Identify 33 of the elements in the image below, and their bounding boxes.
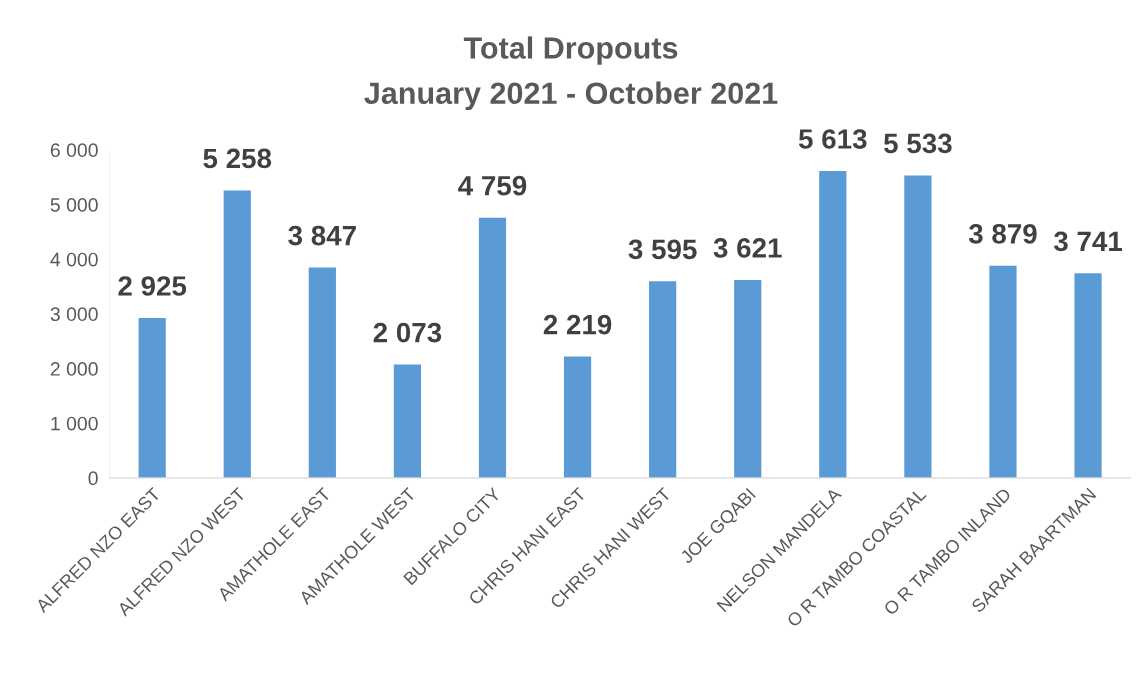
- y-tick-label: 1 000: [51, 416, 98, 431]
- bar: [649, 281, 677, 478]
- bar: [223, 190, 251, 478]
- data-label: 3 879: [968, 223, 1037, 244]
- data-label: 5 613: [798, 129, 867, 149]
- data-label: 4 759: [458, 175, 527, 196]
- y-tick-label: 0: [88, 471, 98, 486]
- data-label: 3 595: [628, 239, 697, 260]
- data-label: 5 258: [203, 148, 272, 169]
- data-label: 3 847: [288, 225, 356, 246]
- bar: [989, 265, 1017, 478]
- data-label: 3 741: [1053, 231, 1123, 252]
- y-tick-label: 2 000: [50, 362, 98, 376]
- bar: [904, 175, 932, 478]
- y-tick-label: 4 000: [50, 252, 98, 267]
- data-label: 2 073: [373, 322, 442, 343]
- bar: [478, 217, 507, 478]
- bar: [308, 267, 336, 478]
- data-label: 5 533: [883, 133, 952, 154]
- chart-title: Total Dropouts: [463, 36, 678, 65]
- bar: [734, 279, 762, 478]
- y-tick-label: 6 000: [50, 143, 98, 158]
- bar: [563, 356, 592, 478]
- chart-subtitle: January 2021 - October 2021: [364, 81, 778, 111]
- data-label: 3 621: [713, 238, 782, 258]
- bar: [393, 364, 422, 478]
- bar: [819, 171, 847, 478]
- data-label: 2 925: [118, 276, 187, 296]
- y-tick-label: 5 000: [50, 197, 98, 212]
- data-label: 2 219: [543, 314, 612, 335]
- bar: [138, 317, 166, 478]
- bar: [1074, 273, 1102, 478]
- y-tick-label: 3 000: [50, 307, 98, 322]
